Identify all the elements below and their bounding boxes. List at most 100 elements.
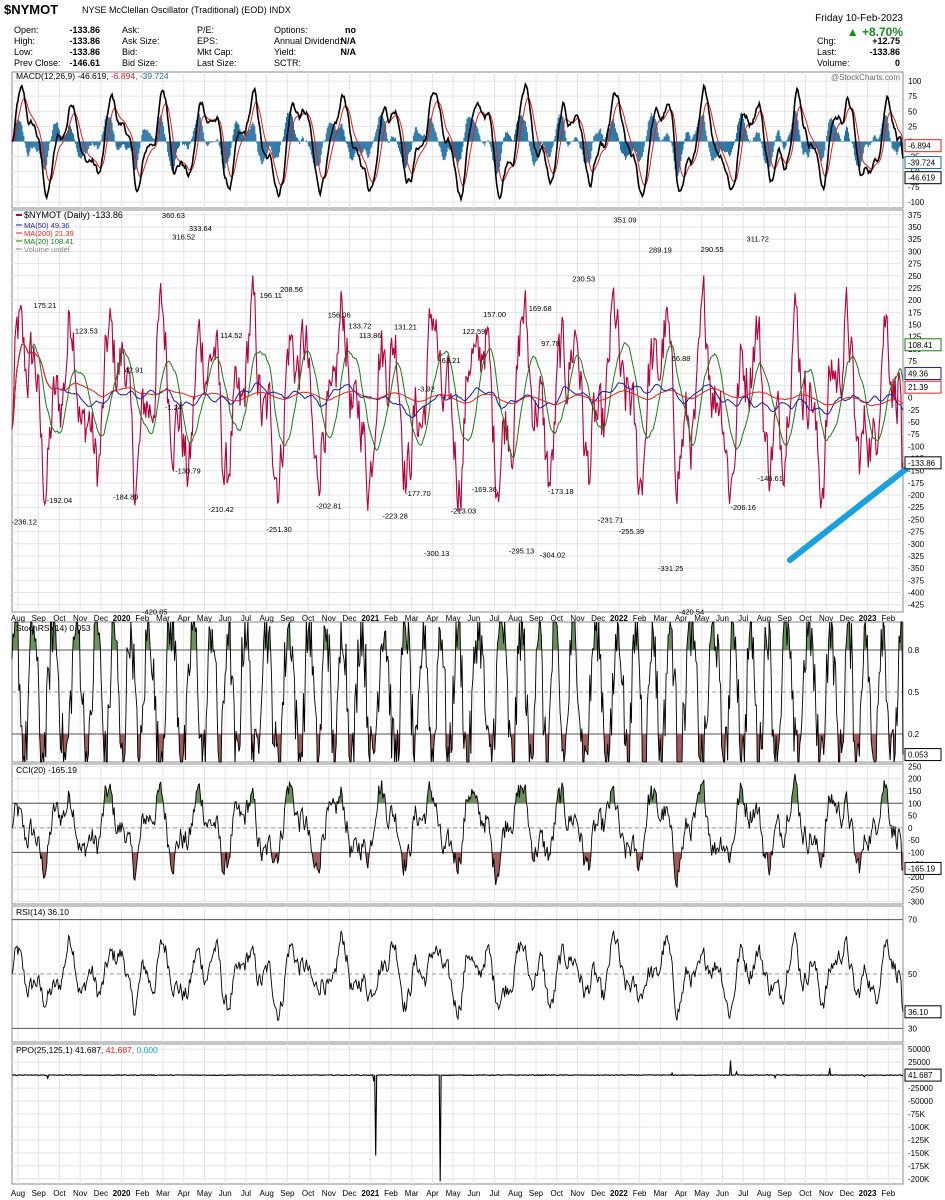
value-box <box>904 456 942 470</box>
x-tick-label: Dec <box>342 1189 356 1198</box>
y-tick-label: 100 <box>908 77 922 86</box>
y-tick-label: 150 <box>908 321 922 330</box>
peak-label: 114.52 <box>220 331 242 340</box>
x-tick-label: Sep <box>32 1189 47 1198</box>
x-tick-label: Jul <box>489 1189 499 1198</box>
y-tick-label: 70 <box>908 916 917 925</box>
value-box <box>904 861 942 875</box>
y-tick-label: 250 <box>908 762 922 771</box>
peak-label: -331.25 <box>658 564 683 573</box>
x-tick-label: Aug <box>757 614 771 623</box>
peak-label: -206.16 <box>731 503 756 512</box>
x-tick-label: Oct <box>551 1189 564 1198</box>
value-box-label: 36.10 <box>908 1008 929 1017</box>
y-tick-label: -100K <box>908 1123 930 1132</box>
y-tick-label: 125 <box>908 333 922 342</box>
x-tick-label: May <box>197 1189 212 1198</box>
panel-frame <box>11 209 904 613</box>
value-box <box>904 338 942 352</box>
value-box-label: 108.41 <box>908 341 933 350</box>
y-tick-label: -350 <box>908 564 925 573</box>
x-tick-label: Oct <box>53 614 66 623</box>
x-tick-label: Oct <box>53 1189 66 1198</box>
value-box-label: -133.86 <box>908 459 936 468</box>
x-tick-label: May <box>197 614 212 623</box>
x-tick-label: 2022 <box>610 614 628 623</box>
x-tick-label: Mar <box>156 1189 170 1198</box>
peak-label: 351.09 <box>614 216 637 225</box>
quote-label: Last Size: <box>197 58 237 68</box>
y-tick-label: 75 <box>908 357 917 366</box>
quote-label: SCTR: <box>274 58 301 68</box>
peak-label: -202.81 <box>316 501 341 510</box>
legend-entry: StochRSI(14) 0.053 <box>16 623 91 633</box>
x-tick-label: Mar <box>405 1189 419 1198</box>
peak-label: -210.42 <box>208 505 233 514</box>
y-tick-label: -175K <box>908 1162 930 1171</box>
x-tick-label: Aug <box>260 1189 274 1198</box>
symbol-description: NYSE McClellan Oscillator (Traditional) … <box>82 5 291 15</box>
peak-label: -295.13 <box>509 546 534 555</box>
x-tick-label: Nov <box>819 1189 833 1198</box>
y-tick-label: -150K <box>908 1149 930 1158</box>
cci-line <box>11 773 904 889</box>
quote-value: -133.86 <box>869 47 900 57</box>
x-tick-label: 2020 <box>113 1189 131 1198</box>
peak-label: 66.88 <box>672 354 691 363</box>
y-tick-label: -375 <box>908 576 925 585</box>
x-tick-label: Feb <box>135 614 149 623</box>
signal-line <box>11 97 904 187</box>
quote-label: Annual Dividend: <box>274 36 343 46</box>
x-tick-label: Sep <box>778 1189 793 1198</box>
quote-label: Prev Close: <box>14 58 61 68</box>
value-box-label: -6.894 <box>908 142 931 151</box>
legend-entry: MA(50) 49.36 <box>24 221 69 230</box>
quote-value: N/A <box>340 36 357 46</box>
y-tick-label: 50 <box>908 970 917 979</box>
x-tick-label: Feb <box>881 614 895 623</box>
peak-label: 113.86 <box>359 331 381 340</box>
y-tick-label: -200K <box>908 1175 930 1184</box>
y-tick-label: -100 <box>908 442 925 451</box>
quote-label: High: <box>14 36 36 46</box>
quote-header: $NYMOT NYSE McClellan Oscillator (Tradit… <box>0 0 945 72</box>
y-tick-label: -100 <box>908 198 925 207</box>
y-tick-label: 50000 <box>908 1045 931 1054</box>
x-tick-label: May <box>446 1189 461 1198</box>
x-tick-label: Aug <box>508 614 522 623</box>
y-tick-label: -125K <box>908 1136 930 1145</box>
peak-label: 208.56 <box>280 285 303 294</box>
x-tick-label: Apr <box>426 1189 439 1198</box>
legend-entry: PPO(25,125,1) 41.687, 41.687, 0.000 <box>16 1045 158 1055</box>
x-tick-label: Sep <box>529 1189 544 1198</box>
peak-label: -231.71 <box>598 516 623 525</box>
x-tick-label: Jul <box>738 1189 748 1198</box>
value-box <box>904 1068 942 1082</box>
peak-label: -184.89 <box>113 493 138 502</box>
x-tick-label: 2023 <box>859 1189 877 1198</box>
y-tick-label: 225 <box>908 284 922 293</box>
value-box-label: -39.724 <box>908 159 936 168</box>
quote-label: P/E: <box>197 25 215 35</box>
y-tick-label: -50 <box>908 418 920 427</box>
peak-label: 122.59 <box>462 327 485 336</box>
y-tick-label: 50 <box>908 812 917 821</box>
peak-label: -255.39 <box>619 527 644 536</box>
x-tick-label: Nov <box>570 614 584 623</box>
x-tick-label: Oct <box>799 614 812 623</box>
x-tick-label: Mar <box>653 1189 667 1198</box>
value-box-label: -46.619 <box>908 174 936 183</box>
quote-value: -133.86 <box>69 25 100 35</box>
legend-entry: Volume undef <box>24 245 71 254</box>
quote-label: Low: <box>14 47 34 57</box>
peak-label: 311.72 <box>747 235 769 244</box>
y-tick-label: 0 <box>908 824 913 833</box>
ma20-line <box>11 342 904 460</box>
x-tick-label: Dec <box>94 614 108 623</box>
y-tick-label: 275 <box>908 260 922 269</box>
peak-label: -192.04 <box>47 496 72 505</box>
quote-label: Bid: <box>122 47 138 57</box>
y-tick-label: -150 <box>908 467 925 476</box>
x-tick-label: Mar <box>156 614 170 623</box>
x-tick-label: Nov <box>73 614 87 623</box>
